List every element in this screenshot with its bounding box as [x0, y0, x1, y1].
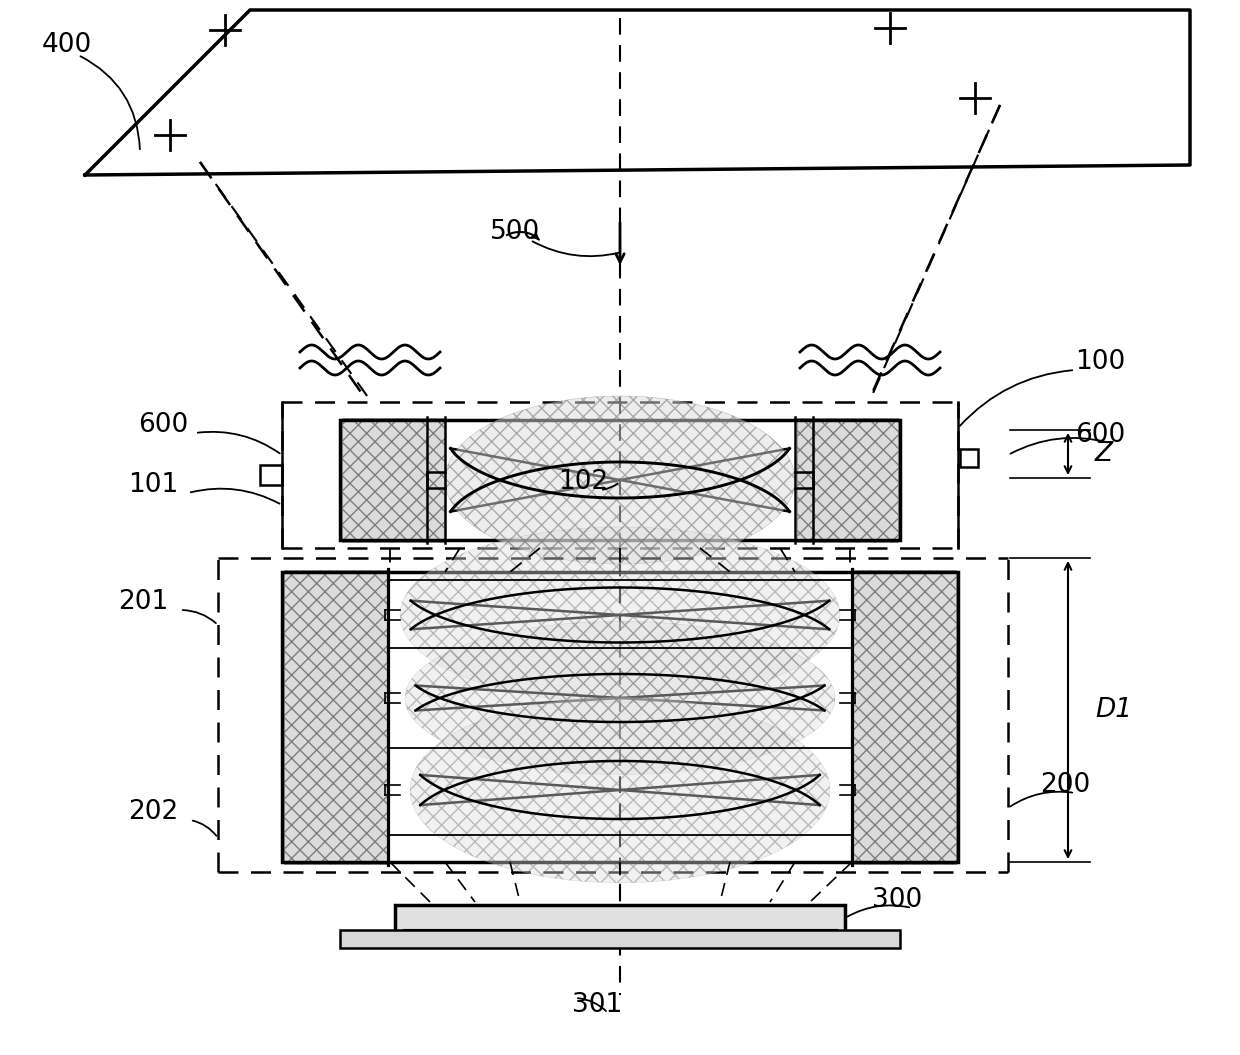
- Bar: [342, 418, 445, 542]
- Text: D1: D1: [1095, 697, 1132, 723]
- Bar: [797, 418, 898, 542]
- Bar: [960, 449, 978, 467]
- Ellipse shape: [410, 697, 830, 883]
- Text: 201: 201: [118, 589, 169, 615]
- Bar: [852, 570, 956, 864]
- Bar: [340, 420, 900, 540]
- Text: Z: Z: [1095, 441, 1114, 467]
- Ellipse shape: [405, 621, 835, 774]
- Ellipse shape: [445, 396, 795, 564]
- Text: 600: 600: [138, 413, 188, 438]
- Bar: [396, 905, 844, 932]
- Text: 400: 400: [42, 32, 92, 58]
- Ellipse shape: [401, 528, 839, 703]
- Text: 500: 500: [490, 219, 541, 245]
- Bar: [284, 570, 388, 864]
- Bar: [281, 572, 959, 862]
- Text: 300: 300: [872, 887, 923, 913]
- Text: 102: 102: [558, 469, 609, 495]
- Text: 200: 200: [1040, 772, 1090, 798]
- Text: 202: 202: [128, 799, 179, 825]
- Text: 600: 600: [1075, 422, 1125, 448]
- Bar: [340, 931, 900, 948]
- Bar: [260, 465, 281, 485]
- Text: 301: 301: [572, 992, 622, 1018]
- Text: 101: 101: [128, 472, 179, 498]
- Text: 100: 100: [1075, 349, 1125, 375]
